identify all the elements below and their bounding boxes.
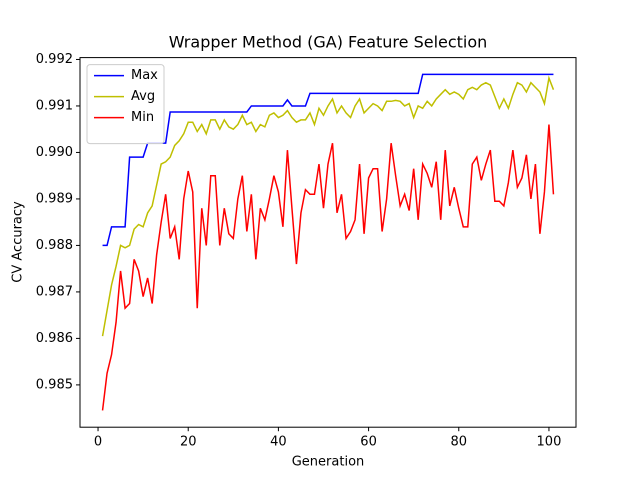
y-tick-label: 0.991 (36, 98, 73, 113)
y-axis-label: CV Accuracy (11, 201, 26, 283)
series-line (101, 124, 555, 411)
series-line (101, 75, 555, 337)
chart-title: Wrapper Method (GA) Feature Selection (169, 33, 488, 52)
y-tick-label: 0.990 (36, 145, 73, 160)
legend-box (86, 64, 165, 145)
series-line (102, 73, 554, 247)
x-tick-label: 40 (270, 435, 287, 450)
legend-label: Min (131, 110, 154, 125)
x-tick-label: 0 (94, 435, 102, 450)
y-tick-label: 0.992 (36, 52, 73, 67)
legend-label: Max (131, 68, 158, 83)
x-axis-label: Generation (292, 455, 365, 470)
y-tick-label: 0.986 (36, 331, 73, 346)
y-tick-label: 0.987 (36, 284, 73, 299)
y-tick-label: 0.985 (36, 377, 73, 392)
y-tick-label: 0.989 (36, 191, 73, 206)
x-tick-label: 60 (360, 435, 377, 450)
plot-frame (79, 57, 577, 428)
legend-label: Avg (131, 89, 155, 104)
x-tick-label: 100 (537, 435, 562, 450)
x-tick-label: 80 (450, 435, 467, 450)
y-tick-label: 0.988 (36, 238, 73, 253)
x-tick-label: 20 (180, 435, 197, 450)
